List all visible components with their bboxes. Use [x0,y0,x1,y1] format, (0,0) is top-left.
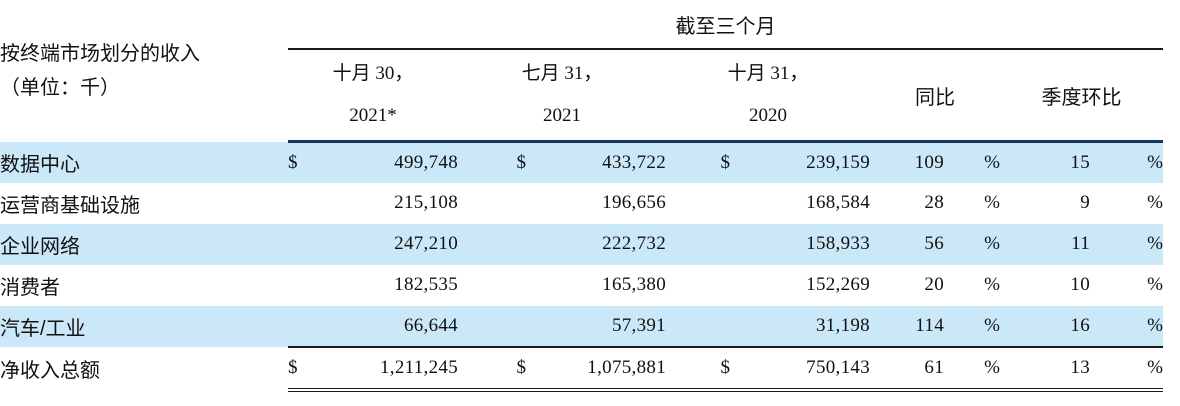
table-caption-row: 按终端市场划分的收入 （单位：千） 截至三个月 [0,0,1180,99]
dollar-sign [288,265,314,306]
spacer-cell [1163,264,1180,306]
dollar-sign [458,305,526,347]
yoy-value: 114 [870,305,944,347]
date-header-row-2: 2021* 2021 2020 [0,92,1180,143]
percent-sign: % [1090,141,1163,183]
table-body: 数据中心 $499,748 $433,722 $239,159 109% 15% 运营商基础… [0,141,1180,392]
value-oct31-2020: 168,584 [806,192,870,213]
value-oct30-2021: 1,211,245 [314,345,458,392]
dollar-sign [666,183,730,224]
dollar-sign [288,305,314,347]
table-row: 汽车/工业 66,644 57,391 31,198 114% 16% [0,305,1180,347]
percent-sign: % [944,141,1000,183]
row-header-line2: （单位：千） [0,76,120,99]
dollar-sign [458,183,526,224]
table-row: 消费者 182,535 165,380 152,269 20% 10% [0,264,1180,306]
spacer-cell [1163,346,1180,390]
value-jul31-2021: 165,380 [602,274,666,295]
date-header-row-1: 十月 30， 七月 31， 十月 31， 同比 季度环比 [0,49,1180,143]
spacer-cell [1163,141,1180,183]
yoy-value: 61 [870,345,944,392]
value-oct31-2020: 152,269 [806,274,870,295]
row-label: 汽车/工业 [0,305,288,347]
spacer-cell [1163,305,1180,347]
value-oct30-2021: 247,210 [314,223,458,265]
spacer-cell [1163,182,1180,224]
value-oct30-2021: 499,748 [314,141,458,183]
qoq-value: 9 [1080,192,1090,213]
dollar-sign [458,223,526,265]
value-oct31-2020: 158,933 [730,223,870,265]
percent-sign: % [984,192,1000,213]
period-caption: 截至三个月 [288,0,1163,50]
qoq-value: 13 [1000,345,1090,392]
value-oct30-2021: 66,644 [314,305,458,347]
row-label: 数据中心 [0,141,288,183]
percent-sign: % [1090,305,1163,347]
dollar-sign: $ [666,141,730,183]
value-jul31-2021: 1,075,881 [526,345,666,392]
spacer-cell [1163,0,1180,49]
col-header-oct31: 十月 31， [727,62,809,84]
dollar-sign [288,183,314,224]
percent-sign: % [944,305,1000,347]
value-jul31-2021: 222,732 [526,223,666,265]
spacer-cell [1163,49,1180,142]
total-row: 净收入总额 $1,211,245 $1,075,881 $750,143 61% 13% [0,345,1180,392]
dollar-sign: $ [288,141,314,183]
value-oct30-2021: 182,535 [394,274,458,295]
spacer-cell [1163,223,1180,265]
value-oct31-2020: 750,143 [730,345,870,392]
col-year-2021b: 2021 [458,92,666,143]
percent-sign: % [1147,192,1163,213]
value-jul31-2021: 433,722 [526,141,666,183]
col-header-yoy: 同比 [870,49,1000,143]
dollar-sign [666,223,730,265]
value-jul31-2021: 57,391 [526,305,666,347]
qoq-value: 16 [1000,305,1090,347]
value-oct30-2021: 215,108 [394,192,458,213]
row-header: 按终端市场划分的收入 （单位：千） [0,0,288,142]
yoy-value: 56 [870,223,944,265]
yoy-value: 28 [924,192,944,213]
table-row: 运营商基础设施 215,108 196,656 168,584 28% 9% [0,182,1180,224]
col-year-2021a: 2021* [288,92,458,143]
revenue-by-end-market-table: 按终端市场划分的收入 （单位：千） 截至三个月 十月 30， 七月 31， 十月… [0,0,1180,392]
qoq-value: 15 [1000,141,1090,183]
dollar-sign [666,265,730,306]
percent-sign: % [1147,274,1163,295]
dollar-sign: $ [288,345,314,392]
value-oct31-2020: 31,198 [730,305,870,347]
percent-sign: % [1090,223,1163,265]
dollar-sign [288,223,314,265]
dollar-sign [458,265,526,306]
yoy-value: 20 [924,274,944,295]
percent-sign: % [944,345,1000,392]
dollar-sign: $ [666,345,730,392]
dollar-sign [666,305,730,347]
col-header-jul31: 七月 31， [521,62,603,84]
table-row: 企业网络 247,210 222,732 158,933 56% 11% [0,223,1180,265]
row-label: 运营商基础设施 [0,194,140,217]
value-jul31-2021: 196,656 [602,192,666,213]
percent-sign: % [984,274,1000,295]
dollar-sign: $ [458,345,526,392]
qoq-value: 10 [1070,274,1090,295]
col-year-2020: 2020 [666,92,870,143]
col-header-qoq: 季度环比 [1000,49,1163,143]
percent-sign: % [1090,345,1163,392]
row-label: 净收入总额 [0,359,100,382]
row-header-line1: 按终端市场划分的收入 [0,42,200,65]
qoq-value: 11 [1000,223,1090,265]
dollar-sign: $ [458,141,526,183]
row-label: 企业网络 [0,223,288,265]
value-oct31-2020: 239,159 [730,141,870,183]
table-row: 数据中心 $499,748 $433,722 $239,159 109% 15% [0,141,1180,183]
yoy-value: 109 [870,141,944,183]
col-header-oct30: 十月 30， [332,62,414,84]
row-label: 消费者 [0,276,60,299]
percent-sign: % [944,223,1000,265]
